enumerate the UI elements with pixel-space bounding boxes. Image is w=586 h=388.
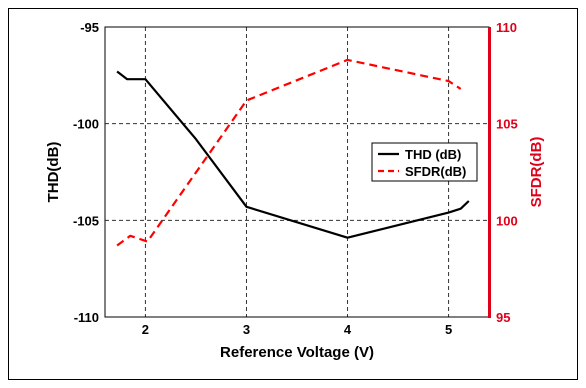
y-tick-label-left: -105 [73,213,99,228]
y-tick-label-right: 105 [496,117,518,132]
grid [105,27,489,317]
x-tick-label: 3 [243,322,250,337]
tick-labels: 2 3 4 5 -95 -100 -105 -110 110 105 100 95 [73,20,518,337]
chart-frame [8,8,578,380]
x-tick-label: 4 [344,322,352,337]
legend-label-thd: THD (dB) [405,147,461,162]
series-lines [116,58,470,247]
legend-label-sfdr: SFDR(dB) [405,164,466,179]
legend-box [371,142,478,182]
x-axis-title: Reference Voltage (V) [220,344,374,361]
series-line-thd [116,70,470,239]
y-axis-title-right: SFDR(dB) [528,137,545,208]
right-axis-line [488,27,491,318]
y-tick-label-left: -95 [80,20,99,35]
y-tick-label-right: 100 [496,213,518,228]
series-line-sfdr [116,58,462,247]
x-tick-label: 5 [445,322,452,337]
y-tick-label-right: 95 [496,310,510,325]
x-tick-label: 2 [142,322,149,337]
y-tick-label-right: 110 [496,20,517,35]
y-axis-title-left: THD(dB) [45,142,62,203]
legend: THD (dB) SFDR(dB) [371,142,478,182]
y-tick-label-left: -110 [74,310,99,325]
y-tick-label-left: -100 [73,117,99,132]
